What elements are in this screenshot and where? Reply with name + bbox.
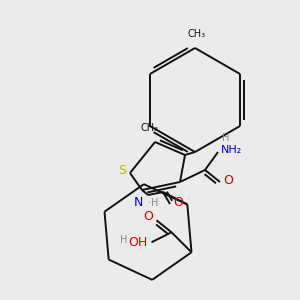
Text: H: H: [120, 235, 127, 245]
Text: O: O: [144, 210, 153, 223]
Text: S: S: [118, 164, 126, 178]
Text: H: H: [222, 133, 230, 143]
Text: CH₃: CH₃: [141, 123, 159, 133]
Text: CH₃: CH₃: [188, 29, 206, 39]
Text: N: N: [133, 196, 143, 209]
Text: ·H: ·H: [148, 198, 158, 208]
Text: NH₂: NH₂: [220, 145, 242, 155]
Text: O: O: [173, 196, 183, 208]
Text: OH: OH: [128, 236, 147, 249]
Text: O: O: [223, 173, 233, 187]
